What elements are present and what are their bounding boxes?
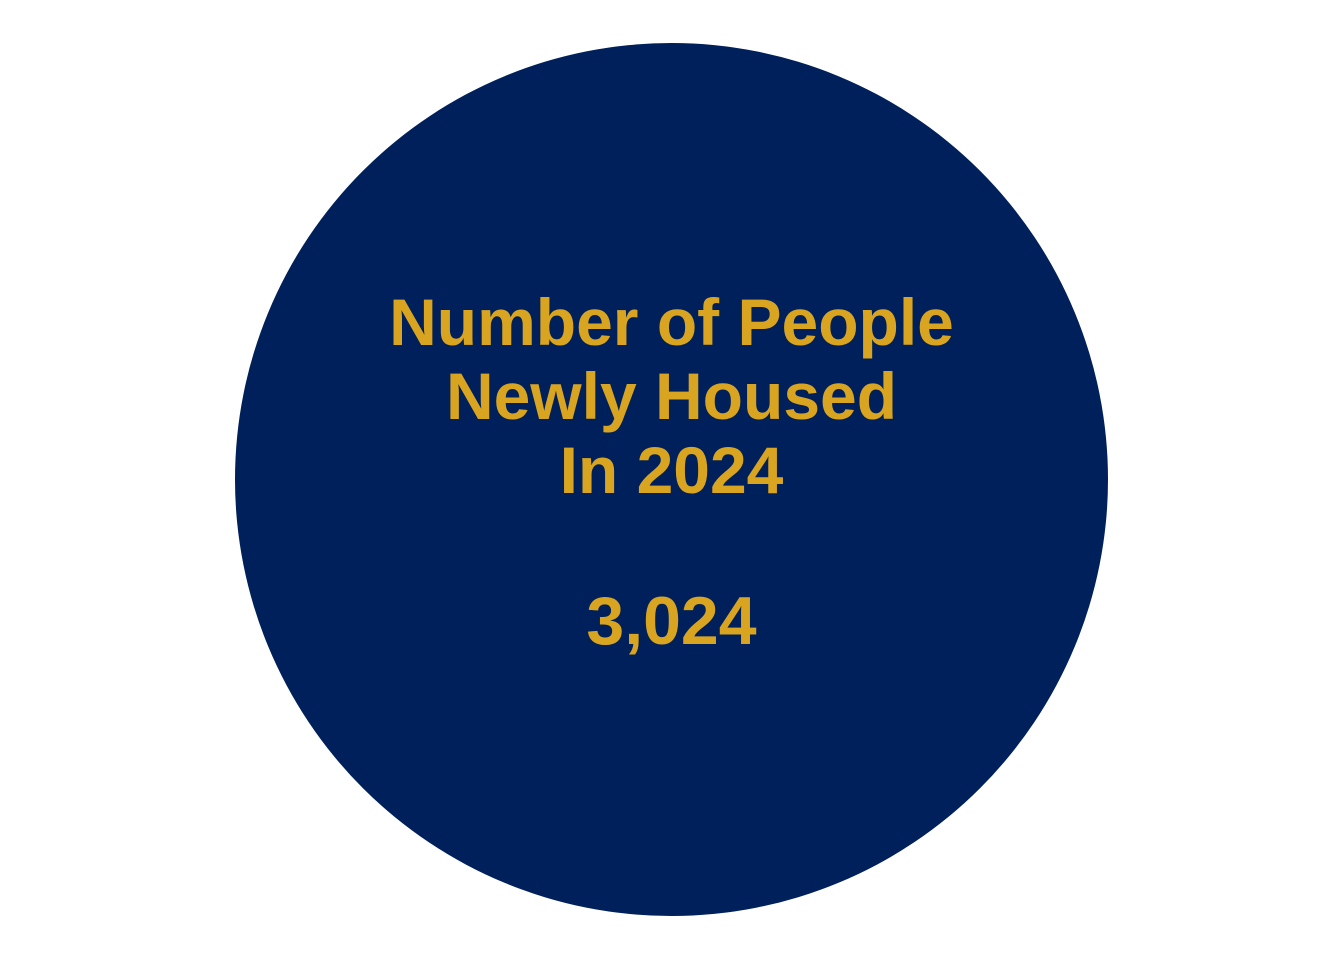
stat-value: 3,024 bbox=[586, 583, 757, 659]
stat-heading-line-2: Newly Housed bbox=[445, 359, 898, 433]
stat-heading-line-1: Number of People bbox=[389, 285, 954, 359]
stat-circle bbox=[235, 43, 1108, 916]
stat-heading-line-3: In 2024 bbox=[559, 433, 784, 507]
